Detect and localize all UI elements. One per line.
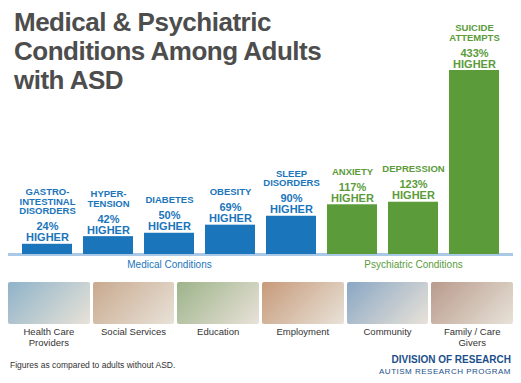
svg-text:123%HIGHER: 123%HIGHER (392, 178, 435, 201)
svg-text:OBESITY: OBESITY (210, 186, 252, 197)
svg-text:42%HIGHER: 42%HIGHER (87, 213, 130, 236)
svg-text:ANXIETY: ANXIETY (332, 166, 374, 177)
svg-text:24%HIGHER: 24%HIGHER (26, 220, 69, 243)
svg-text:Psychiatric Conditions: Psychiatric Conditions (364, 259, 462, 270)
svg-text:69%HIGHER: 69%HIGHER (209, 201, 252, 224)
html-text:AUTISM RESEARCH PROGRAM: AUTISM RESEARCH PROGRAM (379, 367, 511, 376)
html-text:Community: Community (363, 326, 412, 337)
svg-text:90%HIGHER: 90%HIGHER (270, 192, 313, 215)
html-text:Medical & Psychiatric Conditio: Medical & Psychiatric Conditions Among A… (14, 7, 322, 95)
svg-text:117%HIGHER: 117%HIGHER (331, 181, 374, 204)
svg-text:SUICIDEATTEMPTS: SUICIDEATTEMPTS (449, 22, 500, 43)
html-text:Education: Education (197, 326, 240, 337)
svg-text:50%HIGHER: 50%HIGHER (148, 209, 191, 232)
html-text:Health Care Providers: Health Care Providers (23, 326, 75, 348)
svg-text:Medical Conditions: Medical Conditions (127, 259, 212, 270)
html-text:DIVISION OF RESEARCH: DIVISION OF RESEARCH (391, 354, 511, 365)
svg-text:DEPRESSION: DEPRESSION (382, 163, 444, 174)
html-text:Figures as compared to adults: Figures as compared to adults without AS… (10, 360, 176, 370)
html-text:Social Services: Social Services (101, 326, 166, 337)
svg-text:DIABETES: DIABETES (145, 194, 193, 205)
svg-text:433%HIGHER: 433%HIGHER (453, 47, 496, 70)
html-text:Family / Care Givers: Family / Care Givers (444, 326, 501, 348)
html-text:Employment: Employment (276, 326, 330, 337)
svg-text:GASTRO-INTESTINALDISORDERS: GASTRO-INTESTINALDISORDERS (19, 186, 75, 216)
svg-text:HYPER-TENSION: HYPER-TENSION (87, 188, 129, 209)
svg-text:SLEEPDISORDERS: SLEEPDISORDERS (263, 168, 319, 189)
